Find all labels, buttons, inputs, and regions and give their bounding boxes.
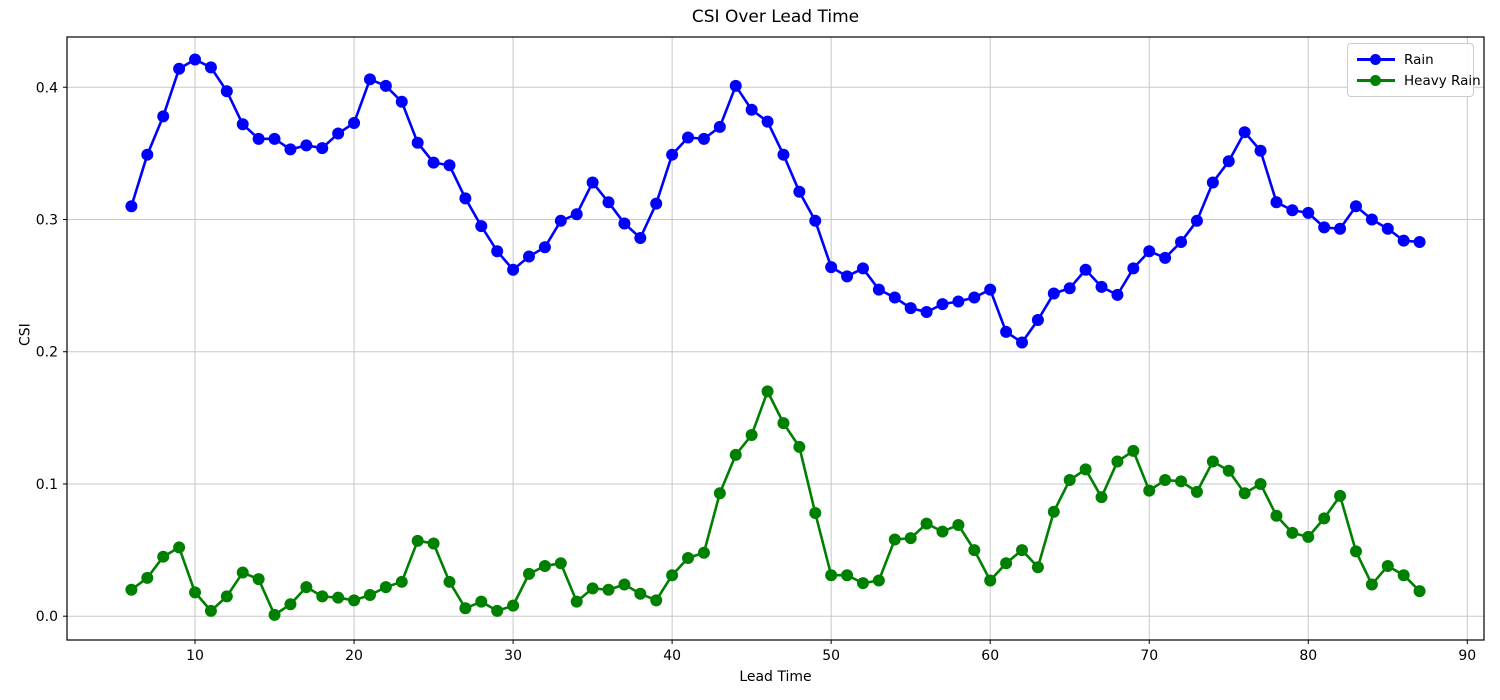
axis-ticks: [63, 86, 1468, 644]
plot-border: [66, 36, 1485, 641]
svg-text:30: 30: [504, 648, 522, 664]
chart-title: CSI Over Lead Time: [691, 7, 860, 27]
svg-text:90: 90: [1458, 648, 1476, 664]
tick-labels: 10 20 30 40 50 60 70 80 90 0.0 0.1 0.2 0.3 0.4: [36, 80, 1476, 664]
svg-text:0.4: 0.4: [36, 80, 58, 96]
rain-line-marker-icon: [1357, 53, 1395, 66]
legend-item-rain: Rain: [1357, 49, 1465, 70]
svg-text:80: 80: [1299, 648, 1317, 664]
heavy-rain-series: [125, 385, 1426, 621]
legend-label-rain: Rain: [1404, 51, 1434, 68]
svg-text:10: 10: [186, 648, 204, 664]
svg-text:0.2: 0.2: [36, 345, 58, 361]
svg-text:0.0: 0.0: [36, 609, 58, 625]
svg-text:40: 40: [663, 648, 681, 664]
legend-label-heavy-rain: Heavy Rain: [1404, 72, 1481, 89]
y-axis-label: CSI: [17, 323, 34, 346]
heavy-rain-line-marker-icon: [1357, 74, 1395, 87]
legend: Rain Heavy Rain: [1347, 43, 1481, 97]
svg-text:0.3: 0.3: [36, 212, 58, 228]
svg-text:0.1: 0.1: [36, 477, 58, 493]
rain-series: [125, 53, 1426, 349]
svg-text:50: 50: [822, 648, 840, 664]
svg-text:20: 20: [345, 648, 363, 664]
svg-text:60: 60: [981, 648, 999, 664]
svg-text:70: 70: [1140, 648, 1158, 664]
x-axis-label: Lead Time: [739, 669, 812, 685]
grid-lines: [67, 37, 1484, 640]
legend-item-heavy-rain: Heavy Rain: [1357, 70, 1481, 91]
